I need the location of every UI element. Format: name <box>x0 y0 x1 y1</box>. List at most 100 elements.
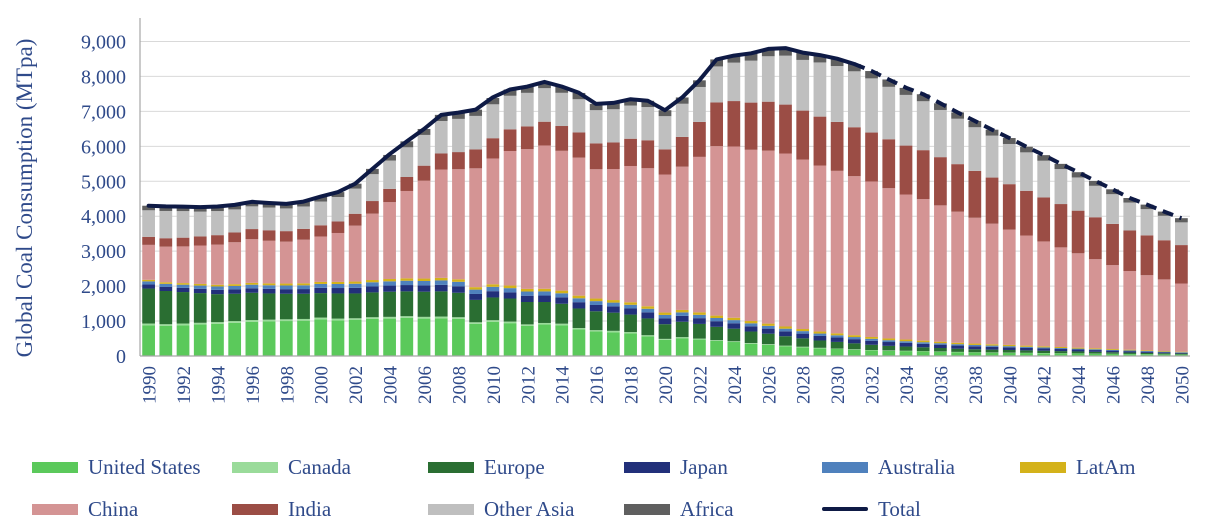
bar-india-2046 <box>1106 223 1119 266</box>
bar-united-states-2035 <box>916 351 930 356</box>
bar-japan-2015 <box>572 302 586 309</box>
legend-swatch <box>624 461 670 473</box>
bar-latam-2024 <box>727 317 741 321</box>
bar-europe-2044 <box>1071 351 1085 354</box>
bar-africa-2048 <box>1140 204 1154 210</box>
bar-latam-2008 <box>452 279 465 282</box>
bar-australia-2036 <box>934 343 947 345</box>
bar-china-2046 <box>1106 265 1119 350</box>
bar-china-2050 <box>1175 283 1188 352</box>
bar-japan-2024 <box>727 323 741 329</box>
bar-australia-2012 <box>520 291 534 296</box>
bar-africa-2004 <box>383 154 396 161</box>
bar-australia-2032 <box>865 338 878 341</box>
bar-japan-1994 <box>211 289 224 295</box>
legend: United States Canada Europe Japan Australia L… <box>0 450 1210 532</box>
x-tick-label: 2050 <box>1172 366 1193 404</box>
bar-europe-2008 <box>452 292 465 318</box>
legend-item-united-states: United States <box>32 455 201 479</box>
bar-china-2012 <box>520 149 534 289</box>
bar-latam-1993 <box>193 283 207 286</box>
bar-other-asia-2027 <box>779 55 792 105</box>
bar-india-2044 <box>1071 210 1085 254</box>
bar-canada-2027 <box>779 345 792 347</box>
bar-india-2017 <box>606 142 620 169</box>
bar-australia-1998 <box>279 285 293 290</box>
bar-australia-2024 <box>727 320 741 324</box>
bar-canada-2011 <box>503 321 517 324</box>
bar-latam-1996 <box>245 282 259 285</box>
bar-europe-2009 <box>469 299 483 323</box>
bar-other-asia-1992 <box>176 211 190 238</box>
bar-other-asia-2022 <box>693 86 706 122</box>
bar-india-2024 <box>727 101 741 147</box>
bar-canada-2022 <box>693 338 706 340</box>
x-tick-label: 2026 <box>759 366 780 404</box>
bar-canada-2018 <box>624 332 637 334</box>
bar-africa-2024 <box>727 55 741 63</box>
bar-united-states-2015 <box>572 329 586 356</box>
bar-japan-2000 <box>314 287 328 294</box>
bar-united-states-2044 <box>1071 353 1085 356</box>
bar-africa-2009 <box>469 109 483 116</box>
bar-africa-2046 <box>1106 189 1119 195</box>
bar-europe-2023 <box>710 326 724 341</box>
bar-africa-1995 <box>228 204 242 210</box>
bar-australia-2017 <box>606 302 620 307</box>
x-tick-label: 2000 <box>312 366 333 404</box>
legend-item-china: China <box>32 497 138 521</box>
bar-japan-2047 <box>1123 351 1137 353</box>
bar-china-2043 <box>1054 247 1068 347</box>
bar-latam-1994 <box>211 284 224 287</box>
bar-india-2047 <box>1123 230 1137 272</box>
bar-other-asia-2031 <box>847 71 861 128</box>
x-tick-label: 2046 <box>1104 366 1125 404</box>
bar-europe-1996 <box>245 292 259 321</box>
bar-africa-2037 <box>951 112 964 119</box>
bar-united-states-2017 <box>606 332 620 356</box>
legend-label: Australia <box>878 454 955 479</box>
bar-china-1998 <box>279 241 293 284</box>
bar-europe-2006 <box>417 291 431 317</box>
bar-united-states-2050 <box>1175 354 1188 356</box>
bar-india-1994 <box>211 235 224 245</box>
x-tick-label: 2020 <box>656 366 677 404</box>
bar-africa-2026 <box>761 48 775 57</box>
bar-africa-2008 <box>452 112 465 119</box>
bar-united-states-2026 <box>761 344 775 356</box>
bar-australia-2023 <box>710 318 724 322</box>
bar-latam-2037 <box>951 342 964 345</box>
bar-europe-2038 <box>968 349 982 353</box>
bar-europe-2049 <box>1157 353 1171 355</box>
bar-china-2035 <box>916 199 930 341</box>
bar-australia-2050 <box>1175 352 1188 353</box>
bar-china-2020 <box>658 174 672 313</box>
bar-other-asia-2005 <box>400 147 414 177</box>
bar-europe-2047 <box>1123 352 1137 354</box>
bar-other-asia-2026 <box>761 56 775 102</box>
bar-china-2037 <box>951 211 964 343</box>
bar-africa-1998 <box>279 203 293 209</box>
bar-africa-2028 <box>796 52 810 60</box>
bar-india-2019 <box>641 140 655 169</box>
bar-china-2033 <box>882 188 896 339</box>
bar-japan-2039 <box>985 346 999 350</box>
total-line <box>146 46 1183 221</box>
x-tick-label: 2012 <box>518 366 539 404</box>
bar-japan-2001 <box>331 288 345 294</box>
bar-canada-2006 <box>417 316 431 319</box>
bar-other-asia-2034 <box>899 94 913 146</box>
bar-united-states-2042 <box>1037 353 1051 356</box>
bar-australia-2010 <box>486 286 500 292</box>
x-tick-label: 2028 <box>794 366 815 404</box>
bar-africa-1992 <box>176 206 190 212</box>
bar-australia-2048 <box>1140 351 1154 352</box>
bar-europe-2007 <box>434 291 448 317</box>
bar-japan-2016 <box>589 304 603 312</box>
bar-united-states-2014 <box>555 325 569 356</box>
bar-other-asia-1997 <box>262 207 276 231</box>
bar-canada-2002 <box>348 318 362 321</box>
bar-canada-2014 <box>555 323 569 326</box>
bar-india-1990 <box>142 236 155 245</box>
bar-latam-2006 <box>417 278 431 282</box>
